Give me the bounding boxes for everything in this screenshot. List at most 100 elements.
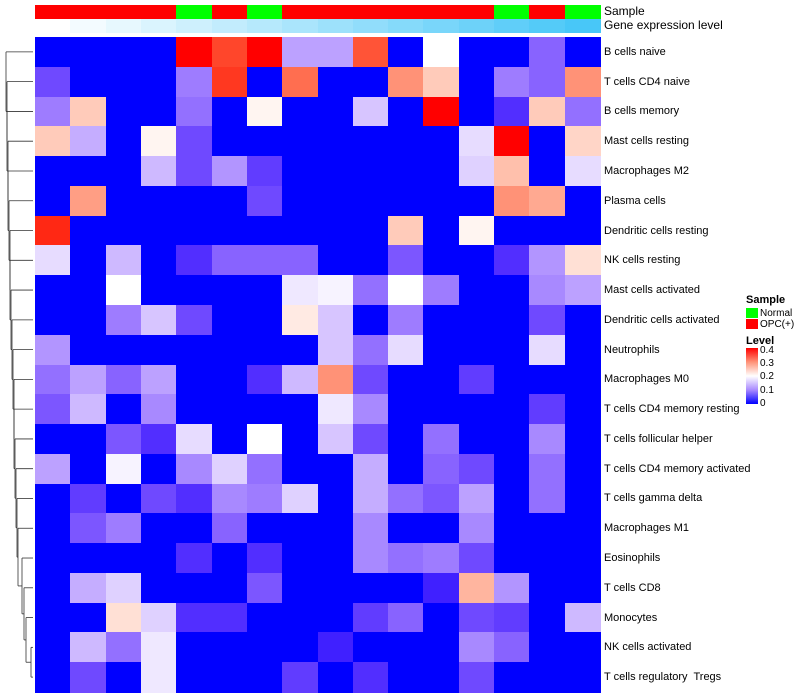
heatmap-cell <box>494 424 530 455</box>
heatmap-cell <box>388 394 425 425</box>
heatmap-cell <box>352 334 389 366</box>
heatmap-cell <box>494 215 530 246</box>
row-label: T cells gamma delta <box>604 492 703 505</box>
heatmap-cell <box>529 453 566 485</box>
heatmap-cell <box>35 185 71 217</box>
sample-annotation-cell <box>246 5 283 19</box>
heatmap-cell <box>246 513 283 544</box>
heatmap-cell <box>317 424 354 455</box>
heatmap-cell <box>458 245 495 276</box>
heatmap-cell <box>529 424 566 455</box>
legend-opc-swatch <box>746 319 758 329</box>
row-label: B cells naive <box>604 45 666 58</box>
heatmap-cell <box>494 245 530 276</box>
heatmap-cell <box>105 453 142 485</box>
heatmap-cell <box>564 304 601 336</box>
heatmap-cell <box>564 632 601 663</box>
heatmap-cell <box>352 304 389 336</box>
heatmap-cell <box>282 483 319 514</box>
heatmap-cell <box>282 453 319 485</box>
heatmap-cell <box>282 334 319 366</box>
sample-annotation-cell <box>423 5 460 19</box>
sample-annotation-cell <box>458 5 495 19</box>
heatmap-cell <box>388 424 425 455</box>
heatmap-cell <box>246 572 283 604</box>
heatmap-cell <box>105 572 142 604</box>
heatmap-cell <box>176 215 213 246</box>
heatmap-cell <box>105 334 142 366</box>
heatmap-cell <box>423 394 460 425</box>
heatmap-cell <box>35 543 71 574</box>
heatmap-cell <box>494 513 530 544</box>
heatmap-cell <box>494 275 530 306</box>
heatmap-cell <box>564 364 601 395</box>
heatmap-cell <box>105 66 142 98</box>
heatmap-cell <box>458 632 495 663</box>
heatmap-cell <box>317 215 354 246</box>
row-label: Dendritic cells resting <box>604 224 709 237</box>
heatmap-cell <box>458 185 495 217</box>
heatmap-cell <box>70 185 107 217</box>
sample-annotation-cell <box>211 5 248 19</box>
heatmap-cell <box>388 275 425 306</box>
heatmap-cell <box>423 37 460 68</box>
heatmap-cell <box>282 304 319 336</box>
gene-expression-annotation-cell <box>352 19 389 33</box>
heatmap-cell <box>140 185 177 217</box>
row-label: T cells follicular helper <box>604 432 713 445</box>
heatmap-cell <box>211 126 248 157</box>
heatmap-cell <box>105 126 142 157</box>
heatmap-cell <box>140 126 177 157</box>
heatmap-cell <box>282 96 319 127</box>
row-label: T cells CD4 memory resting <box>604 403 740 416</box>
heatmap-cell <box>140 364 177 395</box>
row-label: T cells CD4 memory activated <box>604 462 751 475</box>
sample-annotation-cell <box>317 5 354 19</box>
heatmap-cell <box>388 126 425 157</box>
legend-level-tick: 0.3 <box>760 358 774 370</box>
heatmap-cell <box>246 364 283 395</box>
heatmap-cell <box>211 662 248 693</box>
heatmap-cell <box>564 662 601 693</box>
heatmap-cell <box>388 483 425 514</box>
heatmap-cell <box>423 453 460 485</box>
heatmap-cell <box>140 572 177 604</box>
heatmap-cell <box>317 66 354 98</box>
heatmap-cell <box>70 572 107 604</box>
gene-expression-annotation-label: Gene expression level <box>604 18 723 32</box>
heatmap-cell <box>140 275 177 306</box>
heatmap-cell <box>140 96 177 127</box>
heatmap-cell <box>352 424 389 455</box>
heatmap-cell <box>105 602 142 634</box>
heatmap-cell <box>282 275 319 306</box>
row-label: T cells CD4 naive <box>604 75 690 88</box>
heatmap-cell <box>70 156 107 187</box>
heatmap-cell <box>282 364 319 395</box>
heatmap-cell <box>105 483 142 514</box>
heatmap-cell <box>458 602 495 634</box>
heatmap-cell <box>70 334 107 366</box>
heatmap-cell <box>105 156 142 187</box>
heatmap-cell <box>246 453 283 485</box>
heatmap-cell <box>70 453 107 485</box>
heatmap-cell <box>423 96 460 127</box>
heatmap-cell <box>211 96 248 127</box>
heatmap-cell <box>494 632 530 663</box>
heatmap-cell <box>105 245 142 276</box>
heatmap-cell <box>494 572 530 604</box>
heatmap-cell <box>176 453 213 485</box>
heatmap-cell <box>176 424 213 455</box>
heatmap-cell <box>35 572 71 604</box>
heatmap-cell <box>388 37 425 68</box>
heatmap-cell <box>564 543 601 574</box>
heatmap-cell <box>529 37 566 68</box>
heatmap-cell <box>494 364 530 395</box>
heatmap-cell <box>423 602 460 634</box>
row-label: T cells regulatory Tregs <box>604 671 722 684</box>
heatmap-cell <box>246 275 283 306</box>
heatmap-cell <box>423 632 460 663</box>
heatmap-cell <box>564 156 601 187</box>
heatmap-cell <box>282 66 319 98</box>
heatmap-cell <box>282 245 319 276</box>
heatmap-cell <box>352 126 389 157</box>
